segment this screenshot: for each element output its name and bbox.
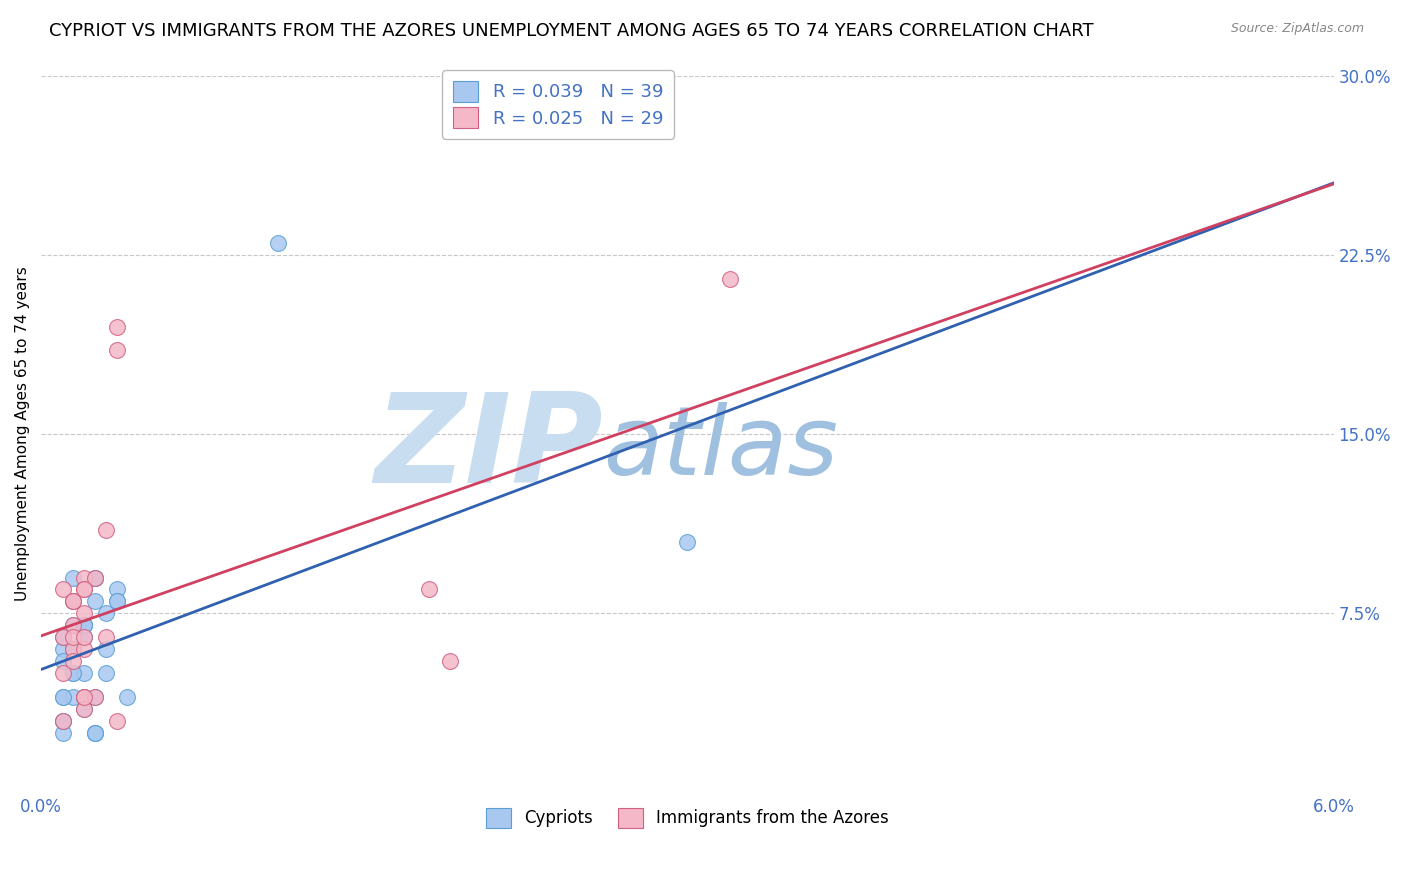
Point xyxy=(52,690,75,704)
Text: CYPRIOT VS IMMIGRANTS FROM THE AZORES UNEMPLOYMENT AMONG AGES 65 TO 74 YEARS COR: CYPRIOT VS IMMIGRANTS FROM THE AZORES UN… xyxy=(49,22,1094,40)
Point xyxy=(73,582,96,597)
Point xyxy=(267,235,290,250)
Point xyxy=(73,570,96,584)
Point xyxy=(73,690,96,704)
Point xyxy=(84,570,107,584)
Point xyxy=(84,726,107,740)
Point xyxy=(94,607,117,621)
Point xyxy=(62,630,84,644)
Point xyxy=(73,618,96,632)
Point xyxy=(73,618,96,632)
Point xyxy=(62,666,84,681)
Point xyxy=(52,714,75,728)
Point xyxy=(117,690,139,704)
Point xyxy=(73,690,96,704)
Point xyxy=(105,594,128,608)
Point xyxy=(84,726,107,740)
Point xyxy=(62,594,84,608)
Point xyxy=(52,642,75,657)
Point xyxy=(62,594,84,608)
Point xyxy=(73,607,96,621)
Point xyxy=(62,570,84,584)
Point xyxy=(105,343,128,358)
Point xyxy=(94,666,117,681)
Point xyxy=(52,690,75,704)
Point xyxy=(73,702,96,716)
Point xyxy=(105,594,128,608)
Point xyxy=(52,666,75,681)
Point xyxy=(62,666,84,681)
Point xyxy=(94,523,117,537)
Point xyxy=(84,570,107,584)
Point xyxy=(418,582,440,597)
Point xyxy=(94,642,117,657)
Point xyxy=(84,594,107,608)
Point xyxy=(84,726,107,740)
Point xyxy=(52,630,75,644)
Point xyxy=(73,630,96,644)
Point xyxy=(105,714,128,728)
Point xyxy=(52,714,75,728)
Point xyxy=(676,534,699,549)
Point xyxy=(73,642,96,657)
Text: Source: ZipAtlas.com: Source: ZipAtlas.com xyxy=(1230,22,1364,36)
Point xyxy=(73,666,96,681)
Point xyxy=(73,690,96,704)
Point xyxy=(62,618,84,632)
Point xyxy=(84,690,107,704)
Point xyxy=(73,582,96,597)
Point xyxy=(52,726,75,740)
Point xyxy=(84,690,107,704)
Point xyxy=(62,654,84,668)
Point xyxy=(105,319,128,334)
Y-axis label: Unemployment Among Ages 65 to 74 years: Unemployment Among Ages 65 to 74 years xyxy=(15,267,30,601)
Point xyxy=(94,630,117,644)
Point xyxy=(84,570,107,584)
Point xyxy=(718,271,741,285)
Point xyxy=(62,690,84,704)
Text: atlas: atlas xyxy=(603,402,838,495)
Point xyxy=(62,618,84,632)
Text: ZIP: ZIP xyxy=(374,388,603,509)
Point xyxy=(439,654,461,668)
Point xyxy=(73,702,96,716)
Point xyxy=(62,594,84,608)
Point xyxy=(52,582,75,597)
Point xyxy=(52,630,75,644)
Point xyxy=(73,630,96,644)
Legend: Cypriots, Immigrants from the Azores: Cypriots, Immigrants from the Azores xyxy=(479,801,896,835)
Point xyxy=(73,690,96,704)
Point xyxy=(73,618,96,632)
Point xyxy=(52,654,75,668)
Point xyxy=(62,642,84,657)
Point xyxy=(62,642,84,657)
Point xyxy=(105,582,128,597)
Point xyxy=(52,714,75,728)
